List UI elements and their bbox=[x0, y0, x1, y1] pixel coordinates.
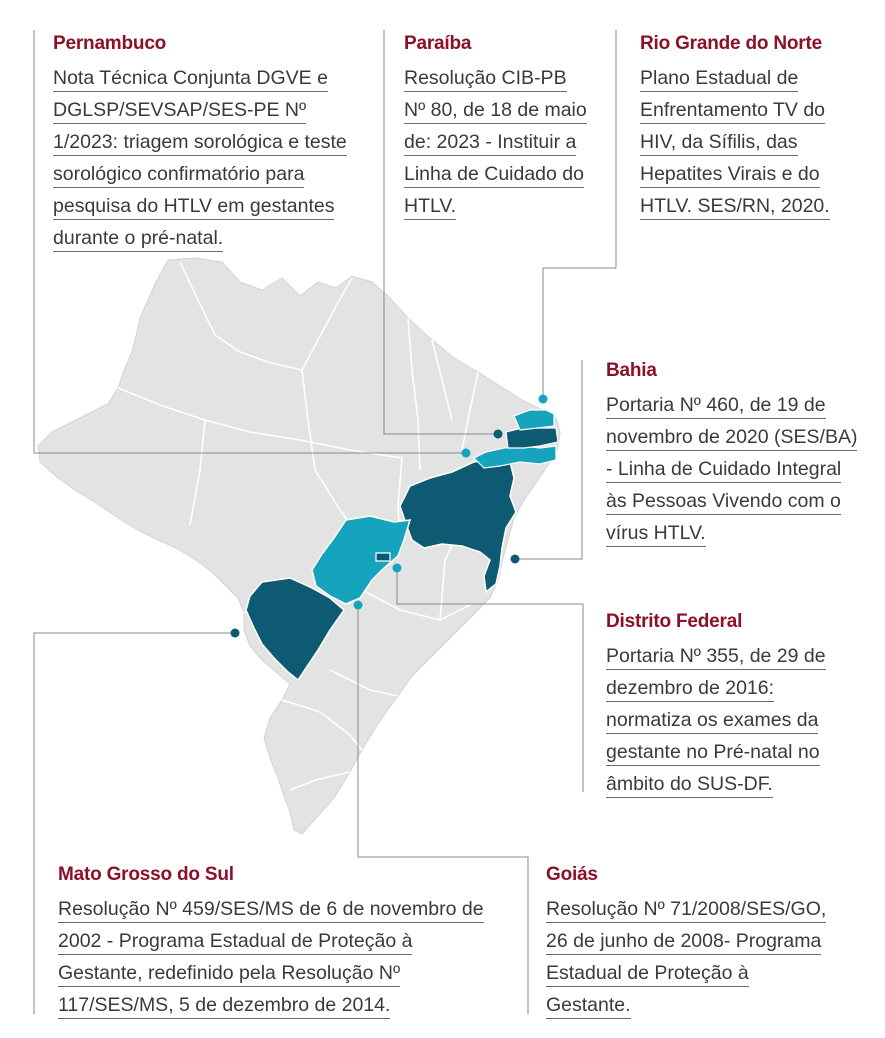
leader-line-pernambuco bbox=[33, 30, 466, 454]
dot-mato-grosso-do-sul bbox=[230, 628, 240, 638]
location-dots bbox=[230, 394, 548, 638]
state-title: Rio Grande do Norte bbox=[640, 33, 822, 54]
state-description: Portaria Nº 460, de 19 de novembro de 20… bbox=[606, 394, 858, 547]
dot-bahia bbox=[510, 554, 520, 564]
state-title: Goiás bbox=[546, 864, 598, 885]
dot-goias bbox=[353, 600, 363, 610]
callout-pernambuco: Pernambuco Nota Técnica Conjunta DGVE e … bbox=[53, 32, 353, 254]
leader-line-paraiba bbox=[383, 30, 498, 435]
state-title: Mato Grosso do Sul bbox=[58, 864, 234, 885]
state-title: Pernambuco bbox=[53, 33, 167, 54]
state-description: Resolução Nº 71/2008/SES/GO, 26 de junho… bbox=[546, 898, 827, 1019]
state-description: Resolução Nº 459/SES/MS de 6 de novembro… bbox=[58, 898, 484, 1019]
leader-line-bahia bbox=[515, 360, 583, 560]
state-description: Nota Técnica Conjunta DGVE e DGLSP/SEVSA… bbox=[53, 67, 347, 252]
state-shape-goias bbox=[311, 515, 412, 605]
state-shape-distrito-federal bbox=[375, 552, 391, 562]
leader-line-rio-grande-do-norte bbox=[542, 30, 617, 398]
leader-lines bbox=[33, 30, 617, 1014]
state-description: Resolução CIB-PB Nº 80, de 18 de maio de… bbox=[404, 67, 587, 220]
brazil-base-shape bbox=[37, 257, 561, 835]
dot-distrito-federal bbox=[392, 563, 402, 573]
dot-paraiba bbox=[493, 429, 503, 439]
state-description: Portaria Nº 355, de 29 de dezembro de 20… bbox=[606, 645, 826, 798]
callout-rio-grande-do-norte: Rio Grande do Norte Plano Estadual de En… bbox=[640, 32, 855, 222]
state-description: Plano Estadual de Enfrentamento TV do HI… bbox=[640, 67, 830, 220]
leader-line-goias bbox=[357, 606, 529, 1014]
callout-goias: Goiás Resolução Nº 71/2008/SES/GO, 26 de… bbox=[546, 863, 831, 1021]
callout-paraiba: Paraíba Resolução CIB-PB Nº 80, de 18 de… bbox=[404, 32, 589, 222]
state-shape-mato-grosso-do-sul bbox=[245, 577, 346, 682]
dot-pernambuco bbox=[461, 448, 471, 458]
callout-bahia: Bahia Portaria Nº 460, de 19 de novembro… bbox=[606, 359, 858, 549]
state-shape-pernambuco bbox=[472, 445, 557, 469]
callout-distrito-federal: Distrito Federal Portaria Nº 355, de 29 … bbox=[606, 610, 851, 800]
callout-mato-grosso-do-sul: Mato Grosso do Sul Resolução Nº 459/SES/… bbox=[58, 863, 498, 1021]
state-title: Bahia bbox=[606, 360, 657, 381]
dot-rio-grande-do-norte bbox=[538, 394, 548, 404]
state-shape-rio-grande-do-norte bbox=[513, 409, 555, 431]
state-title: Distrito Federal bbox=[606, 611, 743, 632]
state-title: Paraíba bbox=[404, 33, 472, 54]
leader-line-distrito-federal bbox=[396, 568, 584, 792]
leader-line-mato-grosso-do-sul bbox=[33, 632, 235, 1014]
